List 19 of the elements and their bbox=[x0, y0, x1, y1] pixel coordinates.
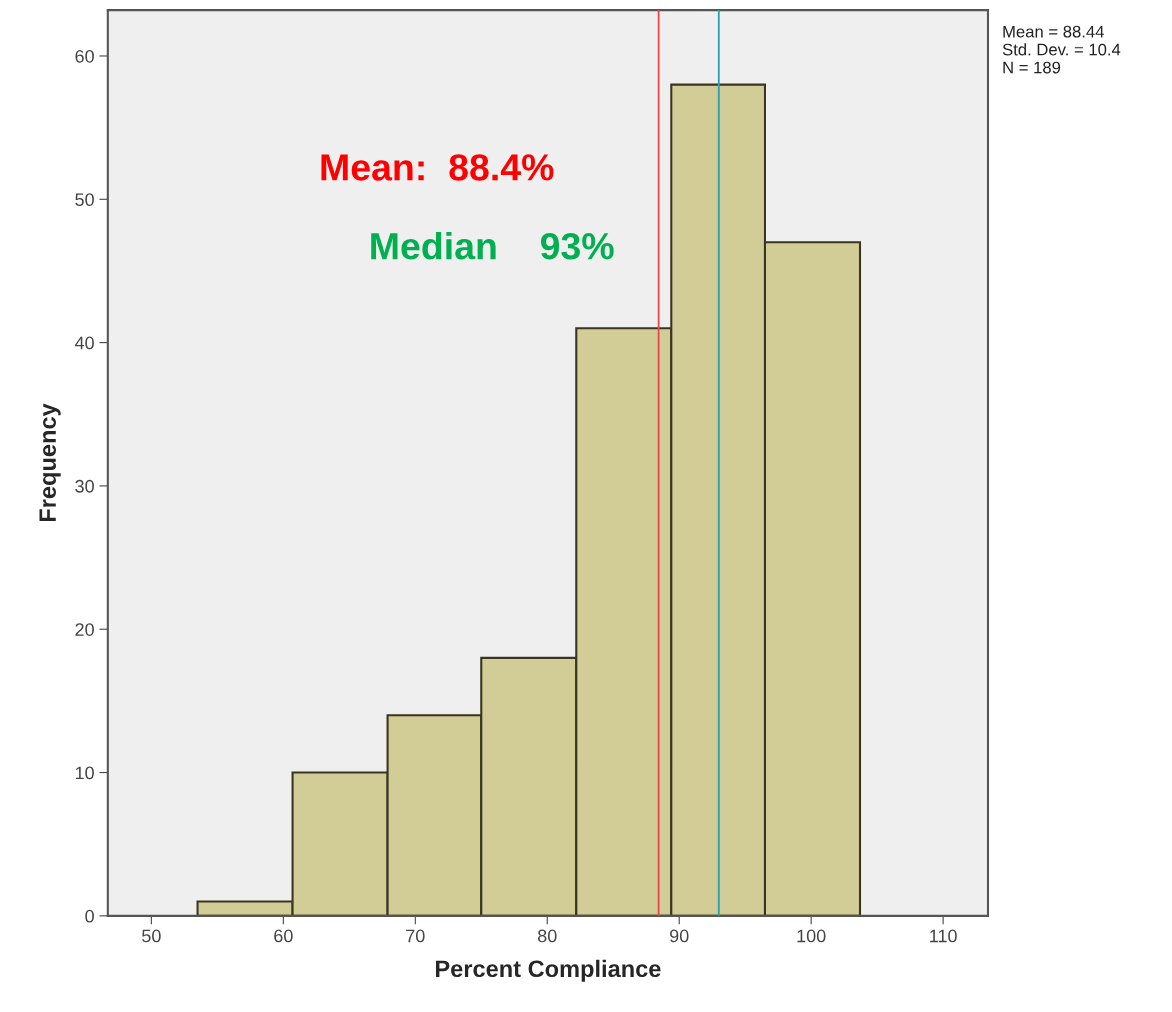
x-tick-label: 90 bbox=[670, 929, 689, 943]
x-axis-title: Percent Compliance bbox=[435, 959, 661, 982]
y-tick-label: 10 bbox=[75, 766, 94, 780]
x-tick-label: 60 bbox=[274, 929, 293, 943]
y-tick-label: 0 bbox=[85, 909, 94, 923]
y-tick-label: 30 bbox=[75, 479, 94, 493]
x-tick-label: 100 bbox=[797, 929, 826, 943]
y-axis-title: Frequency bbox=[39, 403, 61, 522]
y-tick-label: 20 bbox=[75, 623, 94, 636]
text: Mean = 88.44 Std. Dev. = 10.4 N = 189 bbox=[1002, 25, 1121, 74]
x-tick-label: 50 bbox=[142, 929, 161, 943]
y-tick-label: 50 bbox=[75, 193, 94, 207]
x-tick-label: 70 bbox=[406, 929, 425, 943]
annotation: Median 93% bbox=[371, 231, 614, 260]
x-tick-label: 110 bbox=[930, 929, 957, 943]
x-tick-label: 80 bbox=[537, 929, 557, 943]
y-tick-label: 40 bbox=[74, 336, 94, 350]
annotation: Mean: 88.4% bbox=[321, 154, 554, 181]
y-tick-label: 60 bbox=[75, 49, 94, 63]
